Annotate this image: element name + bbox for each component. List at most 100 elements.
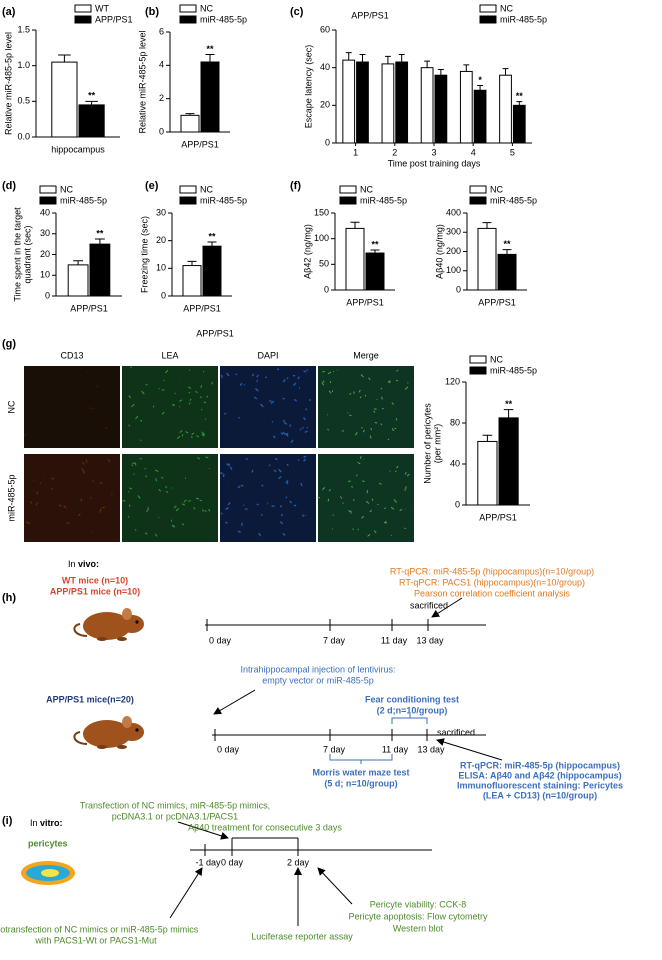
endpoint: (LEA + CD13) (n=10/group) [483, 790, 597, 800]
chart: 0 20 40 60 Escape latency (sec) 1 2 3 4 * 5 ** Time … [290, 3, 547, 168]
heading-word: In [30, 818, 38, 828]
y-tick-label: 40 [320, 62, 330, 72]
x-axis-label: Time post training days [388, 158, 481, 168]
significance: ** [208, 231, 216, 241]
bar [180, 114, 200, 133]
injection: empty vector or miR-485-5p [262, 675, 374, 685]
bracket [391, 714, 428, 724]
legend-swatch [179, 15, 197, 24]
error-bar [482, 434, 493, 442]
row-label: miR-485-5p [6, 474, 16, 521]
y-tick-label: 40 [40, 207, 50, 217]
significance: ** [96, 228, 104, 238]
y-tick-label: 40 [450, 458, 460, 468]
significance: * [478, 75, 482, 85]
x-tick-label: APP/PS1 [479, 512, 517, 522]
legend-swatch [339, 185, 357, 194]
heading-word: vivo: [78, 559, 99, 569]
y-tick-label: 100 [314, 233, 329, 243]
bar [345, 227, 365, 291]
column-label: LEA [161, 350, 178, 360]
cohort: APP/PS1 mice(n=20) [46, 694, 134, 704]
legend-swatch [479, 15, 497, 24]
column-label: CD13 [60, 350, 83, 360]
maze-test: Morris water maze test [312, 767, 409, 777]
bar [78, 104, 105, 138]
chart: 0 10 20 30 Freezing time (sec) APP/PS1 ** (e) NC… [139, 180, 247, 313]
significance: ** [505, 399, 513, 409]
bar [497, 253, 517, 291]
bar [356, 61, 369, 144]
y-axis-label: quadrant (sec) [22, 225, 32, 283]
chart: 0 40 80 120 Number of pericytes (per mm²) APP/… [422, 354, 537, 522]
bar [473, 89, 487, 144]
bar [477, 227, 497, 291]
y-tick-label: 1.5 [17, 24, 30, 34]
transfection: Transfection of NC mimics, miR-485-5p mi… [80, 800, 270, 810]
error-bar [205, 54, 215, 62]
error-bar [94, 238, 105, 245]
error-bar [187, 260, 197, 266]
bar [499, 74, 512, 144]
legend-swatch [469, 366, 487, 375]
panel-label: (i) [2, 815, 13, 827]
significance: ** [206, 44, 214, 54]
x-tick-label: APP/PS1 [478, 297, 516, 307]
y-axis-label: Escape latency (sec) [303, 45, 313, 129]
error-bar [477, 85, 484, 91]
bar [512, 104, 526, 144]
error-bar [502, 68, 509, 76]
legend-label: NC [500, 3, 513, 13]
error-bar [502, 249, 512, 255]
y-tick-label: 0 [324, 284, 329, 294]
cell-icon [41, 869, 59, 877]
y-tick-label: 10 [156, 263, 166, 273]
x-tick-label: 5 [510, 147, 515, 157]
arrow [169, 867, 203, 919]
y-tick-label: 30 [40, 228, 50, 238]
x-tick-label: 1 [353, 147, 358, 157]
treatment: Aβ40 treatment for consecutive 3 days [188, 822, 342, 832]
x-tick-label: APP/PS1 [346, 297, 384, 307]
cells: pericytes [28, 838, 68, 848]
x-tick-label: APP/PS1 [70, 303, 108, 313]
assay: Western blot [393, 923, 444, 933]
heading-word: vitro: [40, 818, 63, 828]
legend-swatch [469, 196, 487, 205]
micrograph-texture [317, 456, 410, 537]
day-label: 13 day [416, 635, 444, 645]
endpoint: ELISA: Aβ40 and Aβ42 (hippocampus) [458, 770, 621, 780]
y-axis-label: Relative miR-485-5p level [137, 30, 147, 133]
day-label: 2 day [287, 857, 310, 867]
legend-swatch [469, 185, 487, 194]
day-label: 11 day [381, 635, 408, 645]
injection: Intrahippocampal injection of lentivirus… [240, 664, 395, 674]
panel-label: (a) [2, 6, 16, 18]
micrograph-panel: (g) APP/PS1 CD13 LEA DAPI Merge NC miR-485-5p [2, 328, 414, 542]
error-bar [503, 409, 514, 418]
fear-test: Fear conditioning test [365, 694, 459, 704]
legend-label: APP/PS1 [95, 14, 133, 24]
error-bar [359, 53, 366, 63]
micrograph [24, 454, 120, 542]
error-bar [437, 69, 444, 76]
mouse-icon [73, 715, 145, 750]
arrow [177, 821, 229, 840]
in-vitro-timeline: Transfection of NC mimics, miR-485-5p mi… [0, 800, 488, 945]
legend-swatch [179, 196, 197, 205]
chart: 0.0 0.5 1.0 1.5 Relative miR-485-5p level hip… [2, 3, 133, 154]
row-label: NC [6, 400, 16, 413]
y-tick-label: 20 [156, 235, 166, 245]
bar [342, 59, 356, 144]
y-tick-label: 150 [314, 207, 329, 217]
cotransfection: with PACS1-Wt or PACS1-Mut [34, 935, 157, 945]
legend-label: miR-485-5p [490, 195, 537, 205]
readout: RT-qPCR: PACS1 (hippocampus)(n=10/group) [399, 577, 585, 587]
charts: 0.0 0.5 1.0 1.5 Relative miR-485-5p level hip… [2, 3, 547, 522]
readout: Pearson correlation coefficient analysis [414, 588, 570, 598]
y-tick-label: 10 [40, 270, 50, 280]
micrograph-texture [321, 369, 409, 441]
bar [200, 61, 220, 133]
column-label: Merge [353, 350, 379, 360]
bar [459, 70, 473, 144]
